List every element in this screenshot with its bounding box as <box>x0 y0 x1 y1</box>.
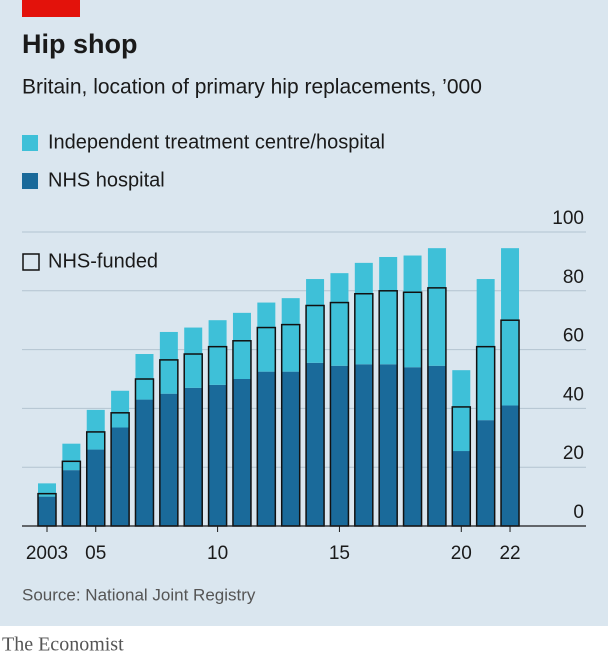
bar-segment <box>208 320 227 385</box>
x-tick-label: 05 <box>85 543 106 564</box>
chart-subtitle: Britain, location of primary hip replace… <box>22 76 482 99</box>
x-tick-label: 2003 <box>26 543 68 564</box>
bar-segment <box>354 364 373 526</box>
source: Source: National Joint Registry <box>22 585 256 604</box>
legend-label: NHS hospital <box>48 169 165 191</box>
bar-segment <box>208 384 227 526</box>
bar-segment <box>379 364 398 526</box>
y-tick-label: 100 <box>552 208 584 229</box>
bar-segment <box>62 443 81 471</box>
bar-segment <box>232 379 251 526</box>
y-tick-label: 0 <box>573 502 584 523</box>
bar-segment <box>86 449 105 526</box>
bar-segment <box>281 371 300 526</box>
legend-label: Independent treatment centre/hospital <box>48 131 385 153</box>
x-tick-label: 22 <box>499 543 520 564</box>
brand-tag <box>22 0 80 17</box>
bar-segment <box>306 362 325 526</box>
bar-segment <box>86 409 105 450</box>
bar-segment <box>38 496 56 526</box>
bar-segment <box>452 451 471 526</box>
bar-segment <box>62 470 81 526</box>
legend-label: NHS-funded <box>48 250 158 272</box>
y-tick-label: 20 <box>563 443 584 464</box>
bar-segment <box>135 399 154 526</box>
bar-segment <box>135 354 154 400</box>
bar-segment <box>379 256 398 365</box>
bar-segment <box>184 387 203 526</box>
bar-segment <box>184 327 203 388</box>
bar-segment <box>257 371 276 526</box>
bar-segment <box>232 312 251 379</box>
bar-segment <box>501 405 520 526</box>
bar-segment <box>476 420 495 526</box>
y-tick-label: 40 <box>563 384 584 405</box>
y-tick-label: 80 <box>563 267 584 288</box>
bar-segment <box>427 365 446 526</box>
bar-segment <box>111 390 130 428</box>
y-tick-label: 60 <box>563 326 584 347</box>
bar-segment <box>403 367 422 526</box>
bar-segment <box>330 365 349 526</box>
bar-segment <box>354 262 373 365</box>
legend-swatch <box>22 135 38 151</box>
bar-segment <box>281 298 300 372</box>
x-tick-label: 15 <box>329 543 350 564</box>
brand: The Economist <box>2 634 124 656</box>
bar-segment <box>38 483 56 497</box>
x-tick-label: 10 <box>207 543 228 564</box>
bar-segment <box>452 370 471 452</box>
bar-segment <box>427 248 446 366</box>
bar-segment <box>111 427 130 526</box>
legend-swatch <box>22 253 40 271</box>
bar-segment <box>257 302 276 372</box>
bar-segment <box>159 331 178 394</box>
bar-segment <box>403 255 422 368</box>
bar-segment <box>306 279 325 363</box>
x-tick-label: 20 <box>451 543 472 564</box>
bar-segment <box>330 273 349 366</box>
chart-title: Hip shop <box>22 29 138 59</box>
bar-segment <box>501 248 520 406</box>
legend-swatch <box>22 173 38 189</box>
bar-segment <box>476 279 495 421</box>
bar-segment <box>159 393 178 526</box>
